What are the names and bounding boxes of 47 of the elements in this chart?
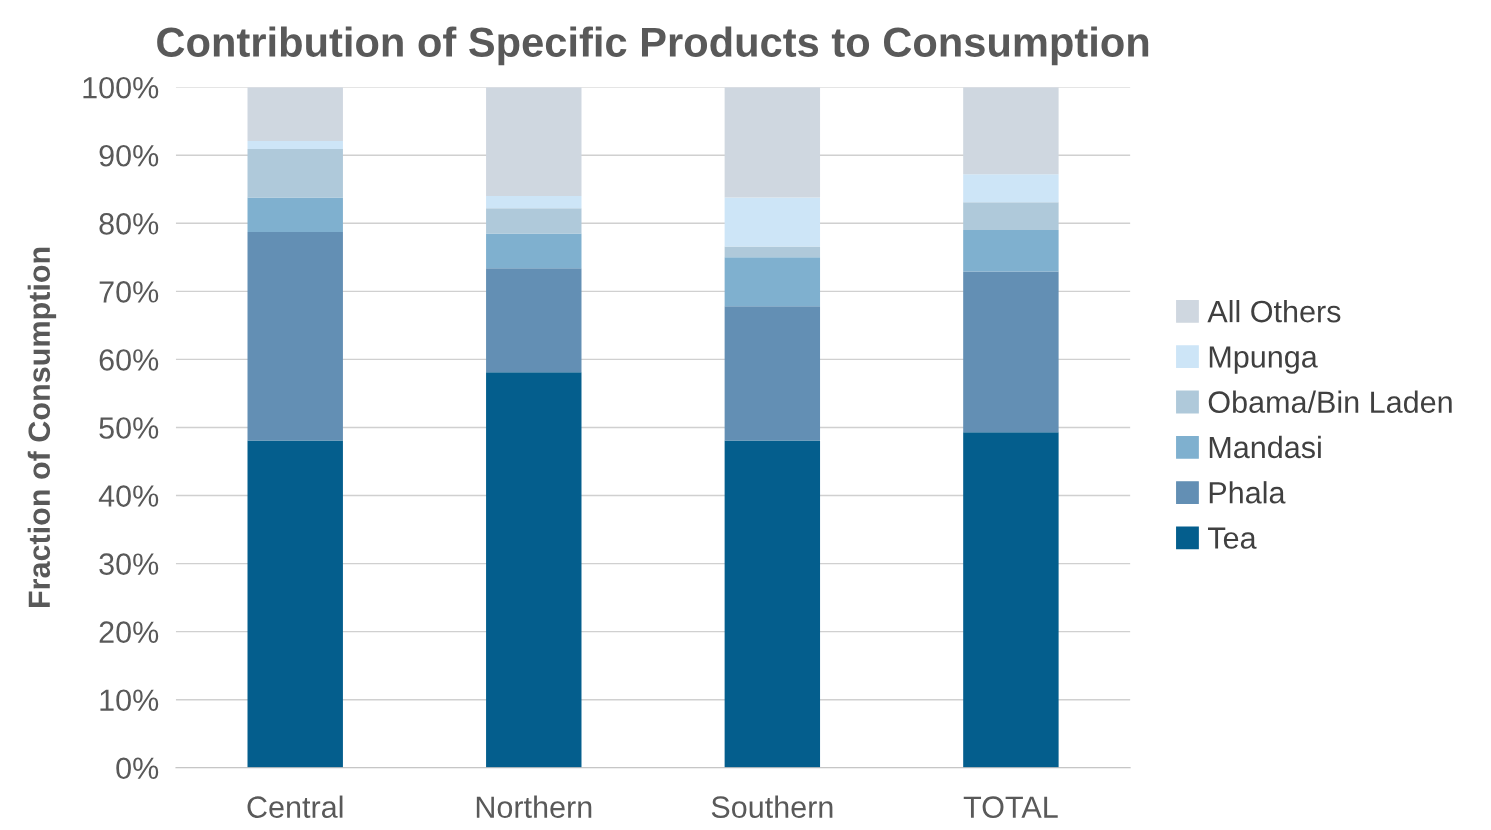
bar bbox=[724, 440, 821, 768]
bar bbox=[247, 197, 343, 233]
x-tick-label: Southern bbox=[711, 795, 833, 818]
legend-label: Tea bbox=[1208, 527, 1257, 549]
bar bbox=[963, 202, 1059, 231]
bar bbox=[247, 140, 343, 150]
y-tick-label: 30% bbox=[99, 553, 159, 575]
legend-label: Mandasi bbox=[1209, 435, 1321, 459]
bar bbox=[247, 149, 343, 198]
y-tick-label: 0% bbox=[116, 757, 159, 780]
legend-label: Obama/Bin Laden bbox=[1208, 390, 1452, 414]
bar bbox=[486, 87, 582, 197]
bar bbox=[724, 246, 821, 258]
bar bbox=[486, 372, 582, 768]
bar bbox=[486, 196, 582, 209]
legend-label: All Others bbox=[1207, 299, 1341, 323]
y-tick-label: 10% bbox=[100, 689, 159, 712]
y-tick-label: 100% bbox=[83, 76, 159, 99]
chart-title: Contribution of Specific Products to Consumption bbox=[157, 26, 1149, 66]
y-tick-label: 70% bbox=[99, 281, 159, 303]
y-axis-title: Fraction of Consumption bbox=[27, 247, 57, 608]
bar bbox=[963, 230, 1059, 272]
bar bbox=[486, 268, 582, 373]
bar bbox=[247, 440, 343, 768]
y-tick-label: 50% bbox=[99, 417, 159, 439]
bar bbox=[724, 257, 821, 307]
bar bbox=[724, 197, 821, 247]
y-tick-label: 90% bbox=[99, 144, 159, 167]
legend-label: Mpunga bbox=[1209, 346, 1318, 374]
y-tick-label: 80% bbox=[99, 213, 159, 235]
y-tick-label: 20% bbox=[99, 621, 159, 643]
bar bbox=[963, 271, 1059, 433]
x-tick-label: Central bbox=[247, 795, 343, 818]
bar bbox=[963, 174, 1059, 203]
bar bbox=[963, 87, 1059, 175]
bar bbox=[724, 87, 821, 198]
y-tick-label: 40% bbox=[98, 485, 159, 507]
bar bbox=[247, 232, 343, 441]
bar bbox=[486, 208, 582, 234]
legend-label: Phala bbox=[1209, 481, 1286, 504]
bar bbox=[247, 87, 343, 141]
x-tick-label: Northern bbox=[476, 795, 592, 818]
bar bbox=[724, 306, 821, 441]
x-tick-label: TOTAL bbox=[963, 796, 1058, 818]
bar bbox=[963, 432, 1059, 768]
y-tick-label: 60% bbox=[99, 349, 159, 371]
bar bbox=[486, 233, 582, 269]
